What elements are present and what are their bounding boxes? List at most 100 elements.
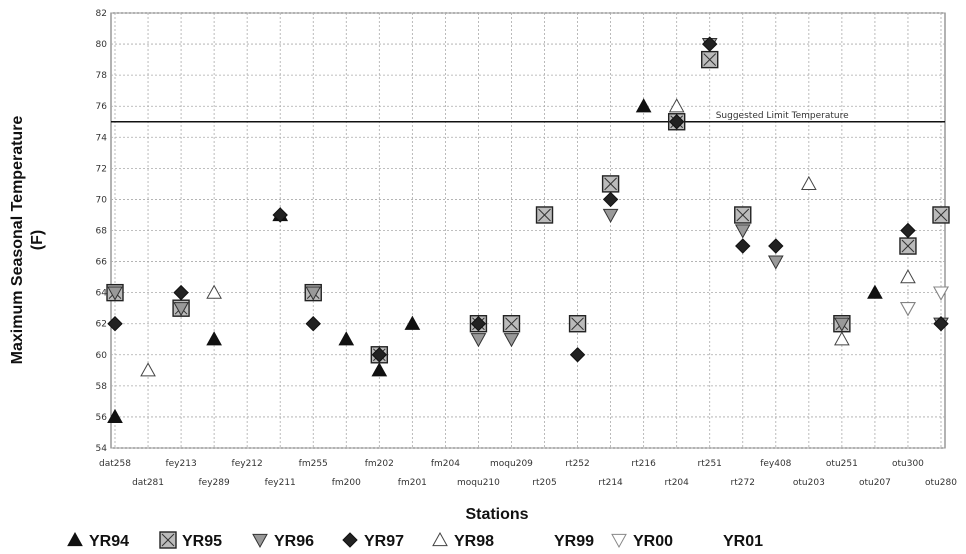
legend-label-yr96: YR96 <box>274 533 314 550</box>
legend-marker-yr00 <box>611 533 627 549</box>
legend-label-yr00: YR00 <box>633 533 673 550</box>
point-yr97 <box>371 347 388 363</box>
point-yr97 <box>602 191 619 208</box>
legend-label-yr97: YR97 <box>364 533 404 550</box>
y-tick-label: 80 <box>96 40 108 50</box>
x-tick-label: fey212 <box>232 459 263 469</box>
legend-marker-yr97 <box>342 532 358 548</box>
point-yr96 <box>305 286 322 301</box>
point-yr96 <box>602 208 619 223</box>
y-axis-title-line1: Maximum Seasonal Temperature <box>9 116 26 365</box>
legend-marker-yr94 <box>67 531 83 547</box>
x-tick-label: rt216 <box>631 459 656 469</box>
y-tick-label: 76 <box>96 102 108 112</box>
x-tick-label: fm255 <box>299 459 328 469</box>
legend-marker-yr96 <box>252 533 268 549</box>
legend-label-yr98: YR98 <box>454 533 494 550</box>
point-yr96 <box>107 286 123 301</box>
y-tick-label: 62 <box>96 320 107 330</box>
x-tick-label: fey213 <box>165 459 196 469</box>
point-yr96 <box>470 333 487 348</box>
y-tick-label: 82 <box>96 9 107 19</box>
x-axis-title: Stations <box>465 506 528 523</box>
point-yr95 <box>568 315 587 333</box>
point-yr97 <box>933 316 949 332</box>
x-tick-label: dat281 <box>132 478 164 488</box>
point-yr95 <box>601 175 620 193</box>
x-tick-label: moqu209 <box>490 459 533 469</box>
data-points <box>106 36 950 424</box>
legend-label-yr95: YR95 <box>182 533 222 550</box>
point-yr00 <box>933 286 949 301</box>
point-yr98 <box>206 284 222 299</box>
point-yr97 <box>272 207 288 223</box>
point-yr96 <box>734 224 751 239</box>
x-tick-label: fey408 <box>760 459 791 469</box>
point-yr95 <box>502 315 521 333</box>
reference-line: Suggested Limit Temperature <box>111 111 945 123</box>
y-tick-label: 58 <box>96 382 108 392</box>
x-tick-label: fm200 <box>332 478 361 488</box>
y-tick-label: 70 <box>96 195 108 205</box>
x-tick-label: rt205 <box>532 478 556 488</box>
point-yr96 <box>767 255 784 270</box>
x-tick-label: rt272 <box>731 478 755 488</box>
x-axis-ticks: dat258dat281fey213fey289fey212fey211fm25… <box>99 459 957 488</box>
x-tick-label: fey289 <box>199 478 230 488</box>
point-yr95 <box>899 237 917 255</box>
y-tick-label: 56 <box>96 413 108 423</box>
point-yr97 <box>768 238 784 254</box>
x-tick-label: rt214 <box>598 478 623 488</box>
y-tick-label: 78 <box>96 71 108 81</box>
x-tick-label: rt251 <box>698 459 722 469</box>
x-tick-label: dat258 <box>99 459 131 469</box>
point-yr98 <box>140 362 156 377</box>
point-yr96 <box>503 333 520 348</box>
y-tick-label: 66 <box>96 258 108 268</box>
point-yr97 <box>107 316 123 332</box>
point-yr94 <box>635 98 652 113</box>
point-yr97 <box>668 114 685 130</box>
legend-label-yr94: YR94 <box>89 533 129 550</box>
point-yr97 <box>470 316 487 332</box>
point-yr97 <box>173 284 189 301</box>
point-yr97 <box>702 36 718 52</box>
point-yr95 <box>734 206 752 224</box>
point-yr95 <box>535 206 554 224</box>
point-yr97 <box>569 347 586 363</box>
x-tick-label: rt252 <box>565 459 589 469</box>
point-yr94 <box>107 408 123 424</box>
point-yr97 <box>735 238 751 254</box>
y-tick-label: 60 <box>96 351 108 361</box>
legend-label-yr01: YR01 <box>723 533 763 550</box>
point-yr94 <box>404 315 421 330</box>
point-yr96 <box>173 302 189 317</box>
legend: YR94 YR95 YR96 YR97 YR98 YR99 YR00 YR01 <box>67 531 763 550</box>
point-yr95 <box>932 206 950 224</box>
point-yr97 <box>900 222 916 239</box>
y-tick-label: 54 <box>96 444 108 454</box>
x-tick-label: otu203 <box>793 478 825 488</box>
point-yr98 <box>900 269 916 284</box>
reference-line-label: Suggested Limit Temperature <box>716 111 849 121</box>
point-yr98 <box>668 98 685 113</box>
x-tick-label: fm202 <box>365 459 394 469</box>
point-yr00 <box>900 302 916 317</box>
point-yr95 <box>701 50 719 69</box>
x-tick-label: otu251 <box>826 459 858 469</box>
point-yr94 <box>338 331 355 346</box>
x-tick-label: otu300 <box>892 459 924 469</box>
y-axis-title-line2: (F) <box>29 230 46 250</box>
point-yr94 <box>206 331 222 346</box>
point-yr97 <box>305 316 321 332</box>
point-yr94 <box>867 284 883 299</box>
grid <box>110 12 946 449</box>
point-yr98 <box>834 331 850 346</box>
y-tick-label: 64 <box>96 289 108 299</box>
y-tick-label: 68 <box>96 227 108 237</box>
x-tick-label: fm201 <box>398 478 427 488</box>
legend-marker-yr95 <box>159 531 177 549</box>
point-yr98 <box>800 175 817 190</box>
x-tick-label: moqu210 <box>457 478 500 488</box>
